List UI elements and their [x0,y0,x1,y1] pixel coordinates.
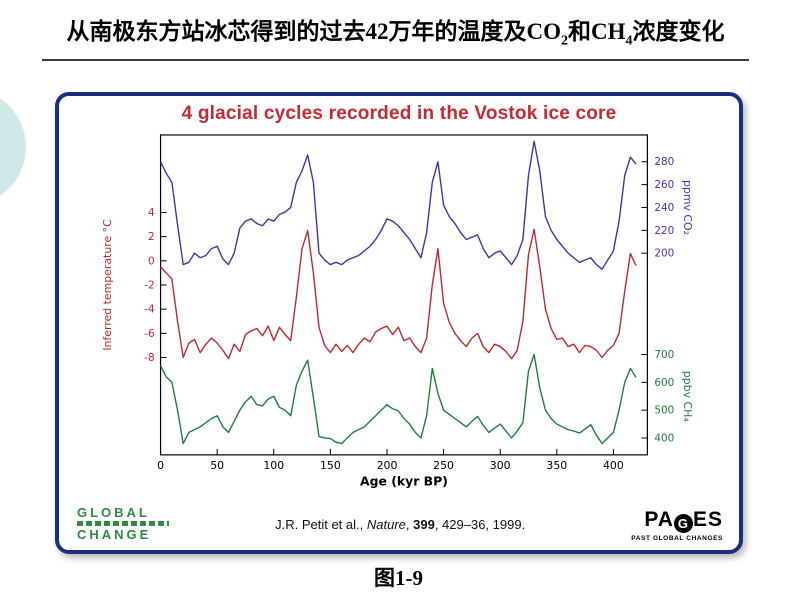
slide-title-sub-ch4: 4 [625,33,633,49]
svg-text:0: 0 [148,255,155,267]
figure-footer: GLOBAL CHANGE J.R. Petit et al., Nature,… [59,506,739,550]
pages-logo-subtitle: PAST GLOBAL CHANGES [631,535,723,542]
svg-text:350: 350 [546,459,567,472]
svg-text:220: 220 [654,225,674,237]
ch4-curve [159,353,637,445]
svg-text:500: 500 [654,405,674,417]
temperature-axis-label: Inferred temperature °C [101,219,114,351]
citation-journal: Nature [366,517,406,532]
vostok-chart: 0 50 100 150 200 250 300 350 400 Age (kyr BP) 280 2… [101,134,694,489]
figure-caption: 图1-9 [374,566,423,590]
svg-text:-2: -2 [144,279,154,291]
pages-g-letter: G [677,516,690,531]
ch4-axis-label: ppbv CH₄ [681,371,694,423]
svg-text:150: 150 [320,459,341,472]
temperature-curve [160,228,637,360]
plot-area [159,134,648,456]
svg-text:2: 2 [148,231,155,243]
slide-title-text-2: 和CH [568,19,626,44]
citation-pages: , 429–36, 1999. [434,517,526,532]
citation-volume: 399 [413,517,435,532]
global-change-logo-line1: GLOBAL [77,504,150,520]
svg-text:400: 400 [654,432,674,444]
slide-title-text-3: 浓度变化 [632,19,725,44]
svg-text:100: 100 [263,459,284,472]
svg-text:250: 250 [433,459,454,472]
co2-axis-label: ppmv CO₂ [681,180,694,235]
svg-text:200: 200 [654,248,674,260]
slide-title-text-1: 从南极东方站冰芯得到的过去42万年的温度及CO [66,19,562,44]
citation-authors: J.R. Petit et al., [275,517,367,532]
pages-logo-word: PA G ES [631,509,723,533]
figure-title: 4 glacial cycles recorded in the Vostok … [181,103,617,124]
svg-text:-4: -4 [144,304,155,316]
citation: J.R. Petit et al., Nature, 399, 429–36, … [275,517,525,542]
slide-title-sub-co2: 2 [561,33,568,49]
pages-logo: PA G ES PAST GLOBAL CHANGES [631,509,723,542]
svg-text:240: 240 [654,202,674,214]
svg-text:4: 4 [148,207,155,219]
co2-curve [159,140,637,270]
pages-logo-pa: PA [644,508,674,531]
svg-text:300: 300 [490,459,511,472]
svg-text:600: 600 [654,377,674,389]
svg-text:0: 0 [157,459,164,472]
slide-title: 从南极东方站冰芯得到的过去42万年的温度及CO2和CH4浓度变化 [42,12,749,61]
svg-text:260: 260 [654,179,674,191]
svg-text:-6: -6 [144,328,154,340]
svg-text:50: 50 [210,459,224,472]
svg-text:700: 700 [654,349,674,361]
citation-sep: , [405,517,414,532]
decorative-circle [0,88,26,206]
vostok-figure: 4 glacial cycles recorded in the Vostok … [55,92,743,554]
x-axis-label: Age (kyr BP) [360,474,448,489]
global-change-logo: GLOBAL CHANGE [77,506,169,542]
pages-logo-es: ES [692,508,723,531]
svg-text:-8: -8 [144,352,154,364]
svg-text:400: 400 [603,459,624,472]
pages-g-icon: G [673,514,693,533]
svg-text:280: 280 [654,156,674,168]
global-change-stripes-icon [77,521,169,527]
global-change-logo-line2: CHANGE [77,527,152,543]
svg-text:200: 200 [377,459,398,472]
